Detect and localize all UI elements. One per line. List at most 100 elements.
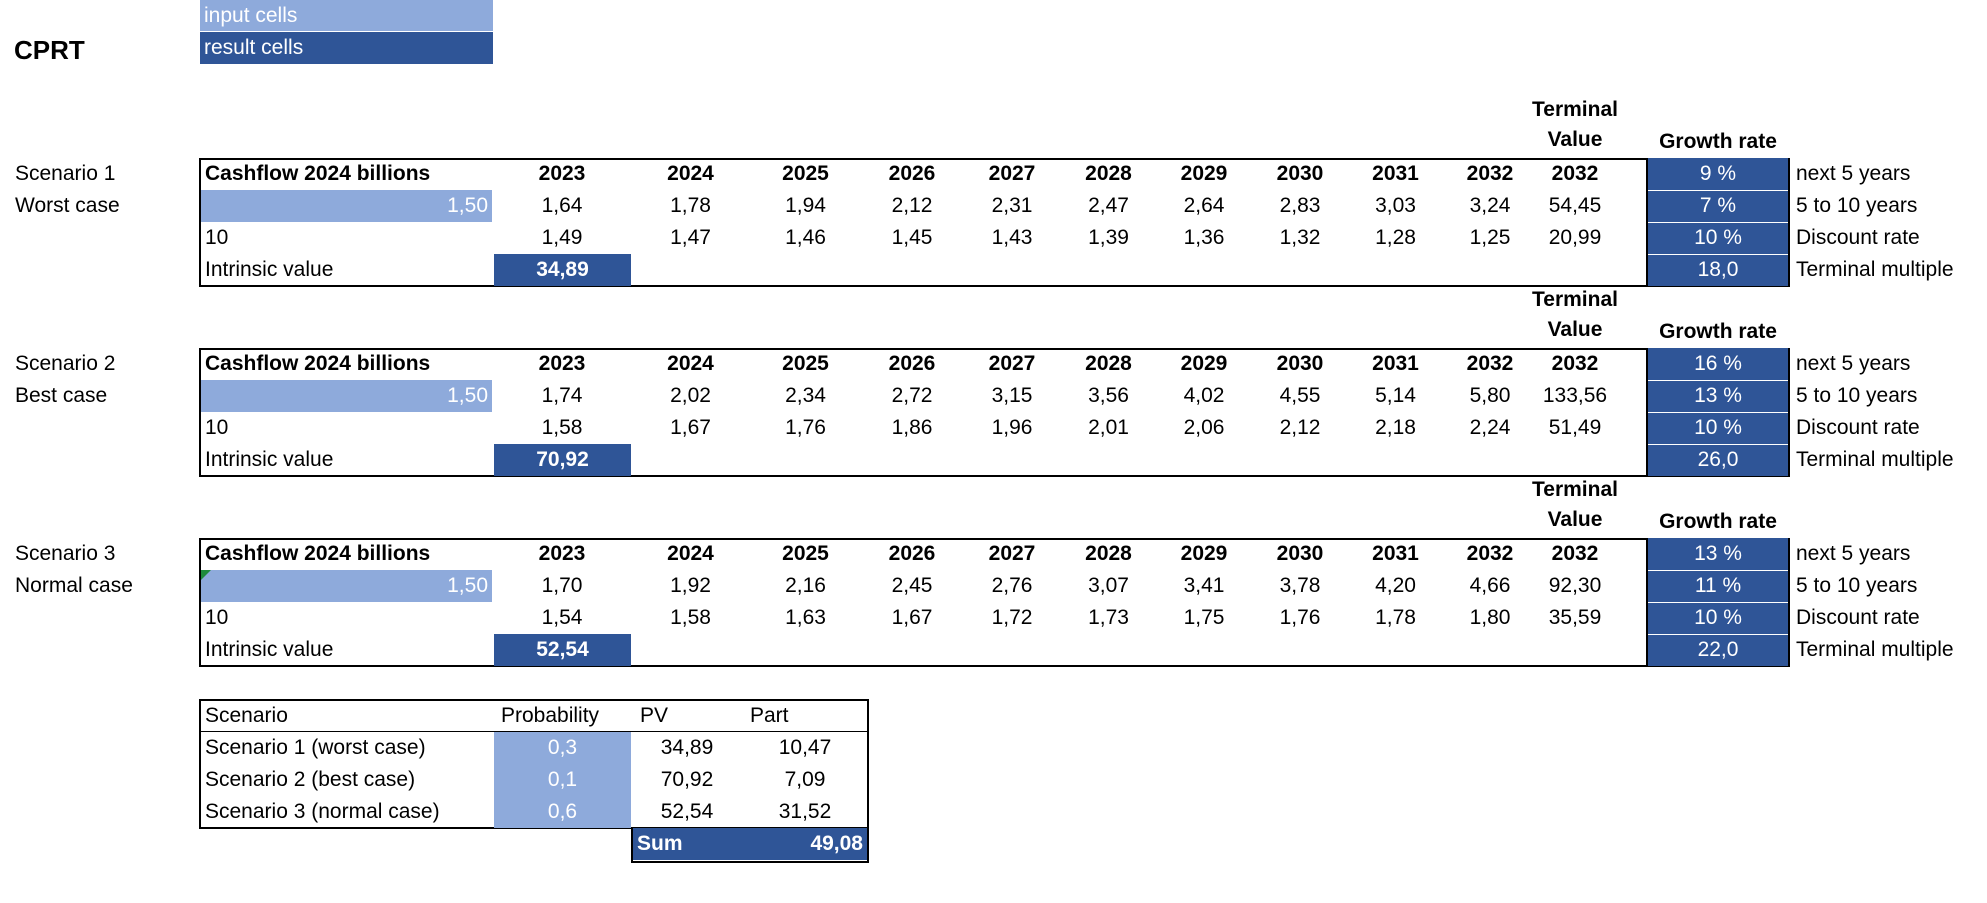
growth-param-value[interactable]: 10 % [1646,412,1790,444]
projected-cashflow: 2,12 [891,194,933,217]
projected-cashflow: 4,55 [1279,384,1321,407]
year-header: 2024 [667,162,714,185]
growth-param-value[interactable]: 10 % [1646,222,1790,254]
cashflow-header: Cashflow 2024 billions [205,352,431,375]
year-header: 2029 [1180,542,1228,565]
projected-cashflow: 3,78 [1279,574,1321,597]
growth-param-label: 5 to 10 years [1796,384,1918,407]
terminal-year-header: 2032 [1551,162,1599,185]
projected-cashflow: 1,94 [785,194,826,217]
projected-cashflow: 3,24 [1469,194,1511,217]
year-header: 2027 [988,352,1036,375]
cashflow-input[interactable]: 1,50 [201,190,492,222]
discounted-cashflow: 1,43 [991,226,1033,249]
growth-param-value[interactable]: 18,0 [1646,254,1790,286]
growth-param-value[interactable]: 16 % [1646,348,1790,380]
discounted-cashflow: 1,58 [670,606,711,629]
growth-param-value[interactable]: 11 % [1646,570,1790,602]
projected-cashflow: 5,80 [1469,384,1511,407]
discounted-cashflow: 1,86 [891,416,933,439]
terminal-value-projected: 92,30 [1548,574,1602,597]
terminal-value-projected: 133,56 [1542,384,1608,407]
year-header: 2025 [782,352,829,375]
growth-param-value[interactable]: 9 % [1646,158,1790,190]
param-separator [1648,570,1788,571]
growth-param-label: Terminal multiple [1796,448,1954,471]
projected-cashflow: 4,20 [1375,574,1416,597]
projected-cashflow: 4,02 [1183,384,1225,407]
summary-probability[interactable]: 0,3 [494,732,631,764]
scenario-name: Scenario 1 [15,162,116,185]
year-header: 2029 [1180,352,1228,375]
cashflow-input[interactable]: 1,50 [201,570,492,602]
growth-param-label: next 5 years [1796,352,1911,375]
growth-param-value[interactable]: 22,0 [1646,634,1790,666]
intrinsic-label: Intrinsic value [205,448,334,471]
scenario-name: Scenario 2 [15,352,116,375]
sum-value: 49,08 [743,828,867,860]
projected-cashflow: 2,45 [891,574,933,597]
discounted-cashflow: 1,72 [991,606,1033,629]
growth-rate-header: Growth rate [1659,320,1777,343]
year-header: 2031 [1372,542,1419,565]
growth-param-value[interactable]: 13 % [1646,538,1790,570]
param-separator [1648,254,1788,255]
years-count: 10 [205,226,229,249]
growth-rate-header: Growth rate [1659,510,1777,533]
terminal-year-header: 2032 [1551,542,1599,565]
scenario-case: Worst case [15,194,120,217]
projected-cashflow: 1,64 [541,194,583,217]
year-header: 2027 [988,542,1036,565]
projected-cashflow: 3,41 [1183,574,1225,597]
summary-scenario-name: Scenario 2 (best case) [205,768,416,791]
discounted-cashflow: 1,73 [1088,606,1129,629]
summary-probability[interactable]: 0,1 [494,764,631,796]
projected-cashflow: 2,64 [1183,194,1225,217]
growth-param-label: Terminal multiple [1796,258,1954,281]
discounted-cashflow: 1,47 [670,226,711,249]
discounted-cashflow: 1,75 [1183,606,1225,629]
summary-table-frame [199,699,869,829]
param-separator [1648,222,1788,223]
year-header: 2030 [1276,352,1324,375]
summary-pv: 52,54 [660,800,714,823]
input-col-separator [492,190,493,222]
year-header: 2024 [667,352,714,375]
param-separator [1648,444,1788,445]
summary-scenario-name: Scenario 1 (worst case) [205,736,426,759]
cashflow-input[interactable]: 1,50 [201,380,492,412]
projected-cashflow: 2,34 [785,384,826,407]
sum-label: Sum [633,828,743,860]
growth-param-value[interactable]: 13 % [1646,380,1790,412]
terminal-header-line1: Terminal [1532,98,1618,121]
summary-pv: 70,92 [660,768,714,791]
summary-header-rule [201,731,867,732]
year-header: 2028 [1085,162,1132,185]
year-header: 2027 [988,162,1036,185]
summary-probability[interactable]: 0,6 [494,796,631,828]
discounted-cashflow: 1,46 [785,226,826,249]
growth-param-value[interactable]: 26,0 [1646,444,1790,476]
discounted-cashflow: 1,49 [541,226,583,249]
year-header: 2023 [538,352,586,375]
growth-param-value[interactable]: 10 % [1646,602,1790,634]
terminal-value-discounted: 35,59 [1548,606,1602,629]
intrinsic-label: Intrinsic value [205,258,334,281]
projected-cashflow: 2,76 [991,574,1033,597]
legend-input-cells: input cells [200,0,493,32]
projected-cashflow: 3,56 [1088,384,1129,407]
discounted-cashflow: 2,06 [1183,416,1225,439]
discounted-cashflow: 1,28 [1375,226,1416,249]
intrinsic-value: 70,92 [494,444,631,476]
discounted-cashflow: 1,39 [1088,226,1129,249]
projected-cashflow: 1,92 [670,574,711,597]
cell-comment-marker [201,570,211,580]
discounted-cashflow: 1,45 [891,226,933,249]
param-separator [1648,634,1788,635]
year-header: 2032 [1466,162,1514,185]
discounted-cashflow: 2,24 [1469,416,1511,439]
growth-param-value[interactable]: 7 % [1646,190,1790,222]
page-title: CPRT [14,35,85,65]
terminal-header-line2: Value [1547,128,1603,151]
projected-cashflow: 2,02 [670,384,711,407]
